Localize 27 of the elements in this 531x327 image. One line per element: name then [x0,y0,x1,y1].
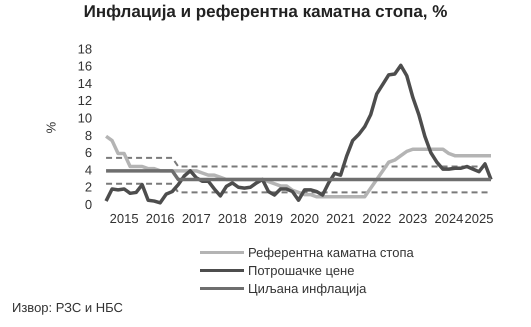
x-tick-label: 2018 [218,210,247,226]
y-tick-label: 14 [78,76,92,91]
x-tick-label: 2019 [254,210,283,226]
chart-title: Инфлација и референтна каматна стопа, % [82,2,448,22]
x-tick-label: 2024 [434,210,464,226]
y-tick-label: 2 [84,180,92,195]
legend-label: Референтна каматна стопа [248,244,414,260]
x-tick-label: 2020 [290,210,320,226]
y-tick-label: 10 [78,110,92,126]
y-tick-label: 8 [84,128,92,143]
y-tick-label: 0 [84,196,92,212]
legend-label: Циљана инфлација [248,280,366,296]
legend-label: Потрошачке цене [248,262,354,278]
x-tick-label: 2023 [398,210,428,226]
x-tick-label: 2017 [182,210,211,226]
x-tick-label: 2016 [146,210,175,226]
y-tick-label: 16 [78,58,92,74]
y-tick-label: 18 [78,41,92,56]
y-tick-label: 4 [84,162,92,178]
x-tick-label: 2021 [326,210,356,226]
y-axis-title: % [43,121,58,134]
text: Извор: РЗС и НБС [12,300,123,315]
x-tick-label: 2025 [464,210,494,226]
y-tick-label: 6 [84,145,92,160]
y-tick-label: 12 [78,93,92,108]
x-tick-label: 2015 [110,210,139,226]
x-tick-label: 2022 [362,210,392,226]
